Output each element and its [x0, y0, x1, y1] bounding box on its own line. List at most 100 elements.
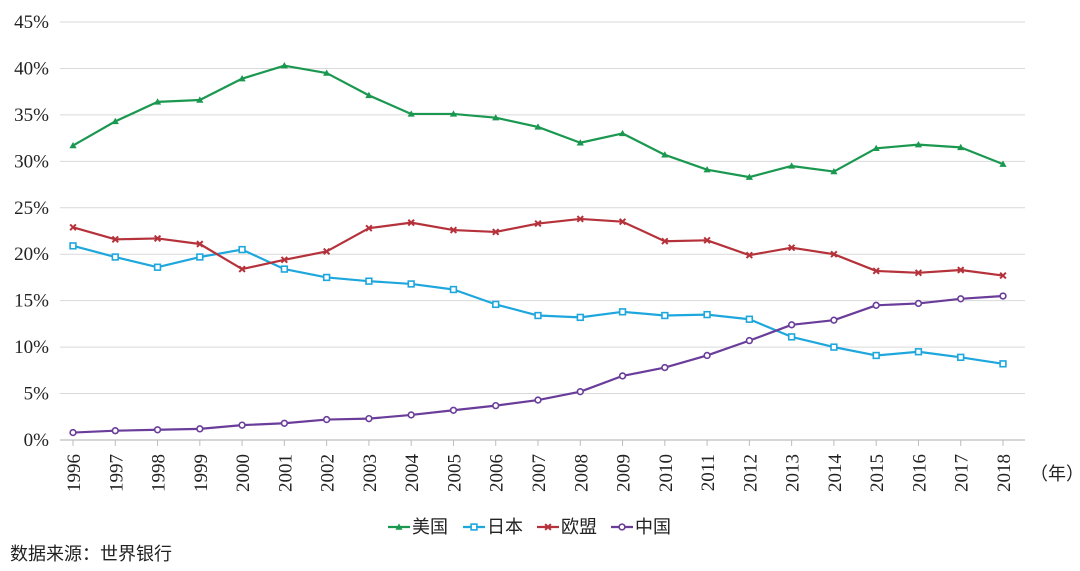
data-point: [914, 299, 923, 308]
data-point: [153, 426, 162, 434]
data-point: [703, 351, 711, 360]
data-point: [365, 277, 373, 285]
data-point: [492, 401, 500, 410]
y-tick-label: 30%: [14, 151, 49, 172]
data-point: [153, 234, 162, 243]
legend-label: 美国: [412, 517, 448, 538]
x-tick-label: 1999: [191, 454, 212, 492]
legend-label: 中国: [635, 517, 671, 538]
data-point: [111, 253, 119, 261]
data-point: [534, 396, 542, 404]
data-point: [788, 244, 796, 252]
y-tick-label: 40%: [14, 58, 49, 79]
x-tick-label: 1997: [106, 454, 127, 492]
series-0: [69, 62, 1007, 180]
x-axis-unit-label: （年）: [1030, 464, 1080, 485]
data-point: [365, 91, 373, 99]
x-tick-label: 2003: [360, 454, 381, 492]
x-tick-label: 2015: [867, 454, 888, 492]
data-point: [576, 215, 584, 223]
data-point: [407, 280, 415, 288]
data-point: [914, 269, 923, 277]
x-tick-label: 2013: [783, 454, 804, 492]
y-tick-label: 5%: [24, 384, 50, 405]
x-tick-label: 2009: [614, 454, 635, 492]
x-tick-label: 2012: [740, 454, 761, 492]
x-marker-stroke: [238, 265, 246, 273]
x-axis-ticks: 1996 1997 1998 1999 2000 2001 2002 2003 2004 2005…: [64, 454, 1015, 493]
x-tick-label: 2005: [444, 454, 465, 492]
x-marker-stroke: [872, 267, 880, 275]
data-point: [872, 351, 880, 360]
data-point: [830, 316, 838, 324]
y-tick-label: 45%: [14, 12, 49, 33]
series-group: [69, 62, 1007, 437]
data-point: [153, 98, 162, 105]
data-point: [914, 348, 923, 356]
x-marker-stroke: [153, 234, 162, 243]
data-point: [661, 151, 669, 158]
data-point: [153, 263, 162, 271]
series-3: [69, 292, 1007, 437]
data-point: [703, 166, 711, 173]
data-point: [322, 273, 331, 282]
data-point: [449, 226, 458, 234]
data-point: [576, 313, 584, 322]
data-point: [365, 224, 373, 232]
data-point: [407, 219, 415, 227]
data-point: [576, 139, 584, 146]
x-marker-stroke: [111, 235, 119, 243]
data-point: [238, 75, 246, 82]
x-tick-label: 2007: [529, 454, 550, 492]
data-point: [830, 167, 838, 175]
data-point: [576, 388, 584, 396]
series-line: [72, 217, 1004, 277]
legend-item-0: 美国: [388, 517, 448, 538]
data-point: [196, 253, 204, 261]
data-point: [449, 406, 458, 414]
x-tick-label: 2010: [656, 454, 677, 492]
data-point: [703, 310, 711, 319]
x-marker-stroke: [788, 244, 796, 252]
data-point: [492, 114, 500, 121]
x-marker-stroke: [999, 271, 1007, 280]
series-2: [69, 215, 1007, 280]
data-point: [830, 250, 838, 258]
x-tick-label: 2002: [318, 454, 339, 492]
y-tick-label: 35%: [14, 105, 49, 126]
data-point: [618, 308, 627, 316]
y-tick-label: 20%: [14, 244, 49, 265]
x-tick-label: 2016: [909, 454, 930, 492]
data-point: [196, 425, 204, 433]
x-marker-stroke: [661, 237, 669, 245]
data-point: [872, 144, 880, 152]
data-point: [703, 236, 711, 244]
data-point: [280, 256, 288, 264]
x-tick-label: 2004: [402, 454, 423, 493]
x-marker-stroke: [69, 223, 77, 231]
y-axis-ticks: 0% 5% 10% 15% 20% 25% 30% 35% 40% 45%: [14, 12, 49, 451]
x-axis: [60, 439, 1025, 446]
data-point: [745, 251, 753, 259]
data-point: [280, 265, 289, 273]
gridlines: [60, 21, 1025, 395]
y-tick-label: 0%: [24, 430, 50, 451]
series-line: [72, 244, 1004, 365]
data-point: [196, 240, 204, 248]
data-point: [69, 428, 77, 437]
x-marker-stroke: [745, 251, 753, 259]
data-point: [957, 295, 965, 303]
x-tick-label: 2017: [952, 454, 973, 492]
data-point: [999, 360, 1007, 368]
x-tick-label: 2014: [825, 454, 846, 493]
legend-item-3: 中国: [611, 517, 671, 538]
data-point: [957, 353, 965, 362]
series-line: [72, 64, 1004, 179]
data-point: [872, 267, 880, 275]
data-point: [111, 427, 119, 435]
x-tick-label: 2011: [698, 454, 719, 491]
data-point: [872, 301, 880, 309]
y-tick-label: 25%: [14, 198, 49, 219]
data-point: [999, 292, 1007, 300]
x-tick-label: 2006: [487, 454, 508, 492]
